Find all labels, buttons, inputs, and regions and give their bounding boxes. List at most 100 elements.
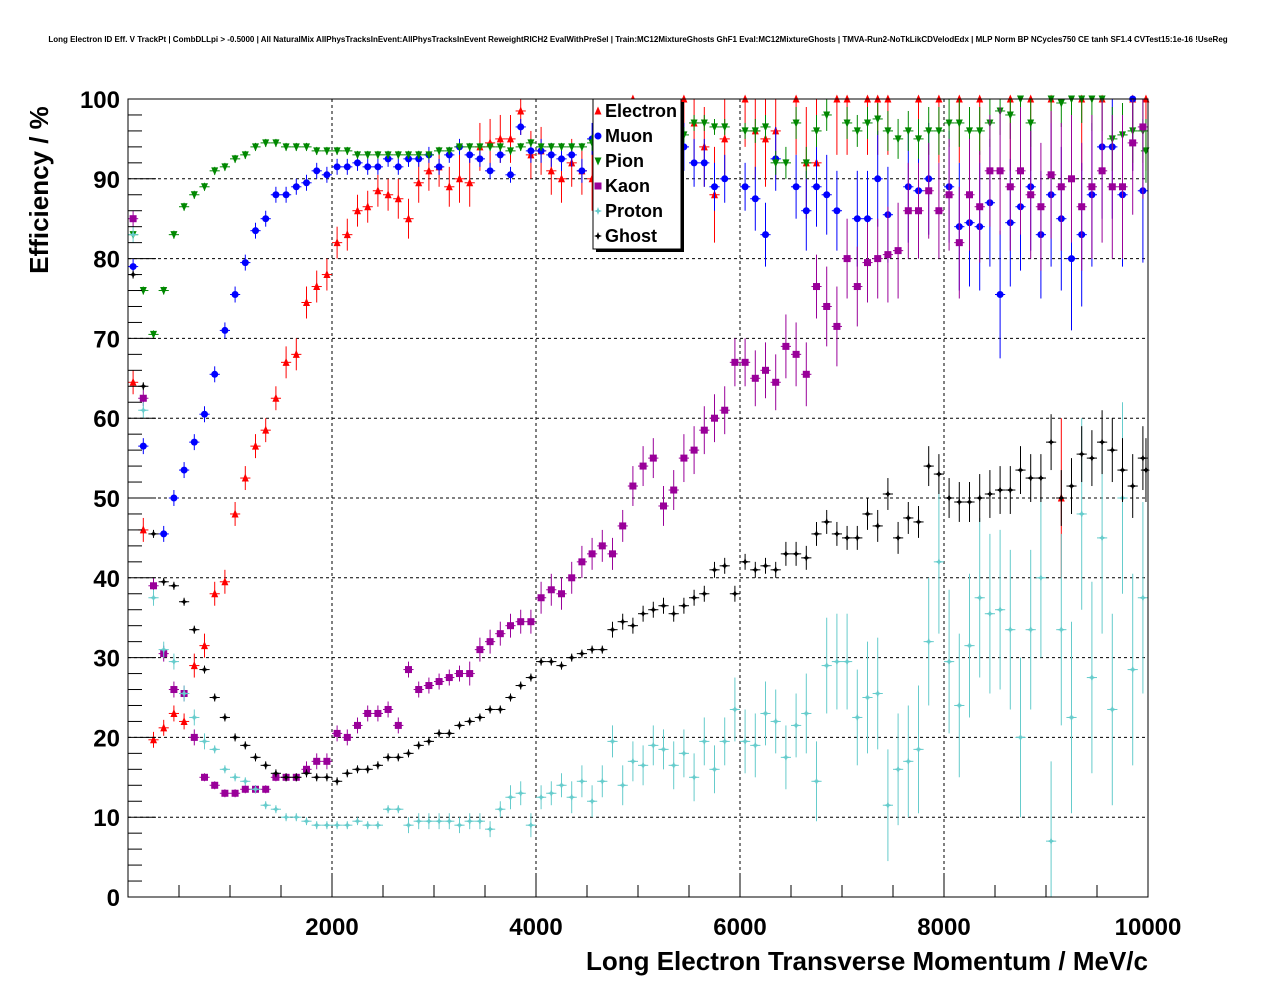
pion-point	[150, 330, 157, 339]
kaon-point	[772, 378, 780, 386]
kaon-point	[833, 322, 841, 330]
kaon-point	[364, 709, 372, 717]
kaon-point	[1006, 183, 1014, 191]
proton-point	[282, 813, 291, 822]
muon-point	[262, 215, 270, 223]
pion-point	[741, 127, 749, 136]
proton-point	[934, 557, 943, 566]
ghost-point	[873, 521, 882, 530]
proton-point	[741, 737, 750, 746]
ghost-point	[1036, 474, 1045, 482]
proton-point	[526, 821, 535, 830]
electron-point	[292, 349, 300, 358]
ghost-point	[618, 617, 627, 626]
muon-point	[303, 179, 310, 187]
pion-point	[568, 143, 576, 152]
ghost-point	[894, 533, 903, 542]
ghost-point	[475, 713, 484, 722]
proton-point	[200, 737, 209, 746]
muon-point	[527, 147, 535, 155]
legend-box	[592, 98, 682, 250]
kaon-point	[609, 550, 616, 558]
legend-label-electron: Electron	[605, 101, 677, 121]
proton-point	[1026, 625, 1035, 634]
proton-point	[384, 805, 393, 814]
legend-marker-pion	[594, 157, 602, 166]
kaon-point	[731, 358, 739, 366]
ghost-point	[690, 593, 699, 602]
electron-point	[547, 166, 555, 175]
electron-point	[445, 182, 453, 191]
pion-point	[435, 147, 443, 156]
kaon-point	[496, 630, 504, 638]
kaon-point	[1037, 203, 1045, 211]
ghost-point	[985, 490, 994, 498]
proton-point	[710, 765, 719, 774]
ghost-point	[1006, 486, 1015, 494]
ghost-point	[333, 777, 342, 786]
y-tick-label: 60	[93, 406, 120, 433]
ghost-point	[924, 462, 933, 471]
pion-point	[843, 119, 851, 128]
ghost-point	[394, 753, 403, 762]
pion-point	[751, 127, 759, 136]
pion-point	[466, 143, 474, 152]
proton-point	[751, 741, 760, 750]
pion-point	[292, 143, 300, 152]
ghost-point	[577, 649, 586, 658]
muon-point	[496, 151, 504, 159]
muon-point	[435, 163, 443, 171]
ghost-point	[1128, 482, 1137, 490]
pion-point	[690, 119, 698, 128]
proton-point	[730, 705, 739, 714]
pion-point	[864, 119, 871, 128]
proton-point	[1098, 533, 1107, 542]
ghost-point	[771, 565, 780, 574]
ghost-point	[955, 498, 964, 506]
ghost-point	[761, 561, 770, 570]
legend: Electron Muon Pion Kaon Proton Ghost	[592, 98, 684, 252]
proton-point	[455, 821, 464, 830]
ghost-point	[1098, 438, 1107, 447]
pion-point	[823, 111, 831, 120]
ghost-point	[883, 490, 892, 498]
kaon-point	[1098, 167, 1106, 175]
muon-point	[364, 163, 372, 171]
pion-point	[262, 139, 270, 148]
muon-point	[823, 191, 831, 199]
pion-point	[252, 143, 259, 152]
legend-label-pion: Pion	[605, 151, 644, 171]
kaon-point	[486, 638, 494, 646]
proton-point	[577, 777, 586, 786]
electron-point	[190, 661, 198, 670]
ghost-point	[180, 597, 189, 606]
muon-point	[476, 155, 484, 163]
ghost-point	[312, 773, 321, 782]
kaon-point	[853, 283, 861, 291]
pion-point	[762, 123, 769, 132]
kaon-point	[660, 502, 667, 510]
y-tick-label: 80	[93, 247, 120, 274]
y-tick-label: 30	[93, 646, 120, 673]
ghost-point	[945, 494, 954, 502]
electron-point	[721, 134, 729, 143]
kaon-point	[150, 582, 157, 590]
legend-label-proton: Proton	[605, 201, 663, 221]
kaon-point	[527, 618, 535, 626]
proton-point	[924, 637, 933, 646]
kaon-point	[986, 167, 994, 175]
electron-point	[384, 190, 392, 199]
ghost-point	[282, 773, 291, 782]
ghost-point	[588, 645, 597, 654]
kaon-point	[333, 729, 341, 737]
pion-point	[160, 287, 168, 296]
pion-point	[221, 163, 229, 172]
electron-point	[129, 377, 137, 386]
pion-point	[976, 127, 984, 136]
proton-point	[1077, 510, 1086, 518]
ghost-point	[486, 705, 495, 714]
pion-point	[282, 143, 290, 152]
ghost-point	[843, 533, 852, 542]
muon-point	[466, 151, 474, 159]
